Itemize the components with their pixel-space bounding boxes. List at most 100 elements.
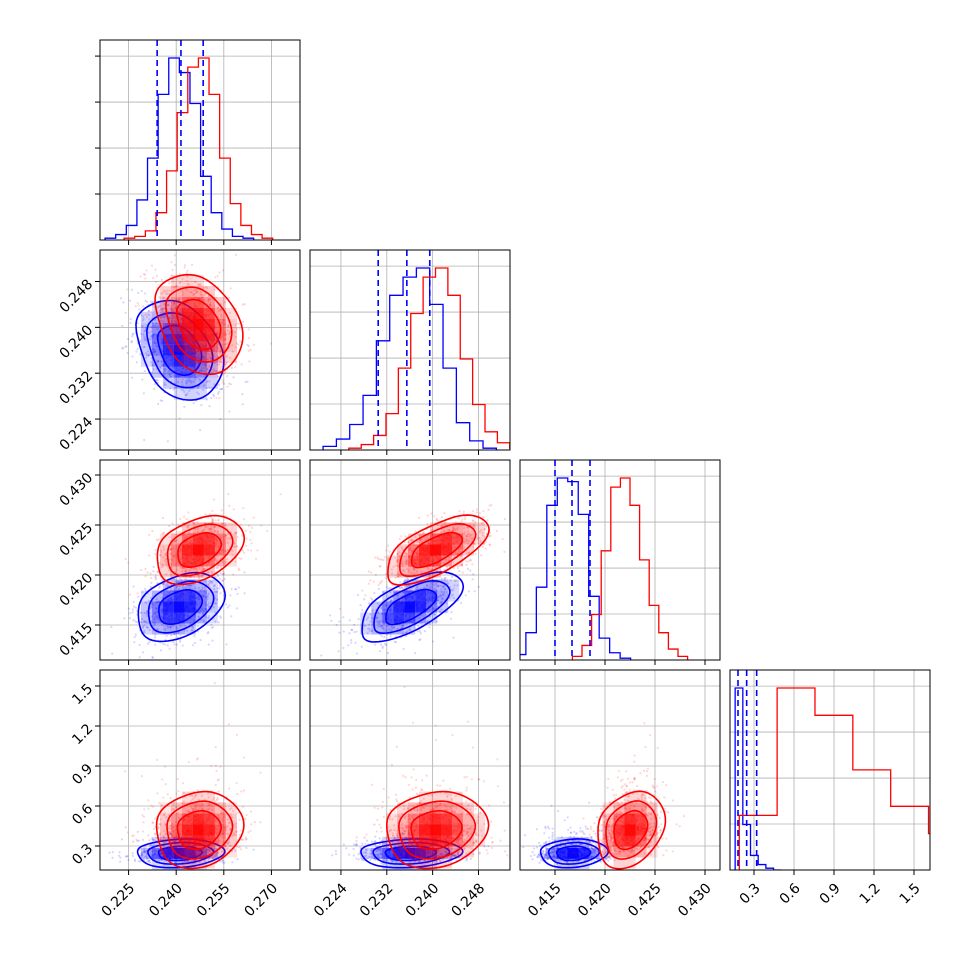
scatter-point [203, 298, 206, 302]
scatter-point [148, 353, 151, 356]
scatter-point [393, 556, 397, 559]
scatter-point [410, 548, 413, 552]
scatter-point [153, 350, 156, 353]
panel-frame [309, 459, 511, 661]
scatter-point [459, 546, 462, 550]
scatter-point [155, 577, 158, 580]
scatter-point [398, 551, 401, 554]
scatter-point [154, 633, 157, 636]
scatter-point [171, 366, 174, 370]
scatter-point [436, 605, 439, 608]
density-cell [397, 544, 409, 556]
scatter-point [147, 309, 151, 313]
scatter-point [121, 324, 124, 328]
scatter-point [140, 568, 143, 572]
scatter-point [453, 546, 457, 549]
scatter-point [147, 354, 150, 357]
scatter-point [171, 324, 175, 327]
scatter-point [386, 651, 390, 655]
scatter-point [131, 376, 134, 379]
scatter-point [424, 597, 427, 600]
scatter-point [412, 567, 415, 570]
scatter-point [214, 590, 217, 593]
scatter-point [227, 296, 231, 299]
scatter-point [139, 353, 142, 356]
scatter-point [206, 379, 209, 383]
scatter-point [169, 587, 172, 590]
scatter-point [409, 579, 413, 582]
scatter-point [197, 616, 200, 619]
scatter-point [220, 509, 223, 512]
contour-level-1 [398, 522, 477, 578]
scatter-point [455, 528, 458, 531]
density-cell [437, 601, 449, 613]
scatter-point [219, 350, 222, 353]
density-cell [170, 318, 182, 330]
scatter-point [483, 535, 486, 538]
scatter-point [150, 576, 153, 580]
scatter-point [482, 515, 485, 519]
scatter-point [185, 382, 188, 385]
scatter-point [212, 857, 215, 860]
scatter-point [155, 325, 158, 328]
density-cell [151, 366, 163, 378]
scatter-point [234, 560, 237, 563]
scatter-point [457, 517, 460, 520]
scatter-point [464, 594, 467, 597]
scatter-point [454, 521, 457, 524]
scatter-point [152, 364, 155, 367]
scatter-point [194, 587, 197, 590]
scatter-point [161, 556, 165, 559]
scatter-point [198, 861, 201, 864]
scatter-point [382, 590, 385, 594]
scatter-point [153, 387, 156, 390]
scatter-point [179, 578, 183, 581]
scatter-point [230, 615, 233, 618]
scatter-point [454, 552, 457, 555]
scatter-point [173, 320, 176, 323]
scatter-point [210, 517, 214, 520]
scatter-point [404, 554, 407, 557]
scatter-point [157, 402, 160, 406]
scatter-point [470, 537, 474, 540]
scatter-point [149, 849, 152, 852]
scatter-point [166, 440, 169, 443]
scatter-point [147, 599, 150, 602]
scatter-point [216, 321, 219, 324]
scatter-point [200, 369, 204, 372]
scatter-point [157, 360, 160, 363]
scatter-point [404, 535, 407, 538]
scatter-point [143, 338, 146, 341]
scatter-point [380, 634, 383, 638]
scatter-point [172, 388, 175, 391]
scatter-point [452, 561, 455, 564]
panel-frame [519, 459, 721, 661]
scatter-point [403, 570, 406, 573]
scatter-point [227, 492, 230, 496]
scatter-point [425, 613, 428, 616]
scatter-point [419, 614, 423, 617]
density-cell [184, 590, 196, 602]
scatter-point [121, 346, 125, 349]
scatter-point [153, 832, 157, 835]
contour-level-0 [410, 531, 464, 569]
scatter-point [488, 543, 491, 546]
density-cell [184, 388, 196, 400]
scatter-point [202, 612, 205, 615]
scatter-point [140, 332, 143, 335]
scatter-point [429, 584, 432, 587]
scatter-point [392, 626, 395, 629]
density-cell [404, 579, 416, 591]
scatter-point [145, 626, 148, 629]
scatter-point [197, 283, 200, 286]
scatter-point [350, 629, 354, 632]
scatter-point [217, 390, 220, 394]
scatter-point [212, 369, 215, 372]
scatter-point [172, 330, 176, 334]
scatter-point [183, 578, 186, 582]
scatter-point [412, 568, 416, 571]
scatter-point [181, 277, 184, 281]
scatter-point [204, 366, 208, 369]
scatter-point [189, 584, 192, 587]
scatter-point [154, 350, 157, 354]
